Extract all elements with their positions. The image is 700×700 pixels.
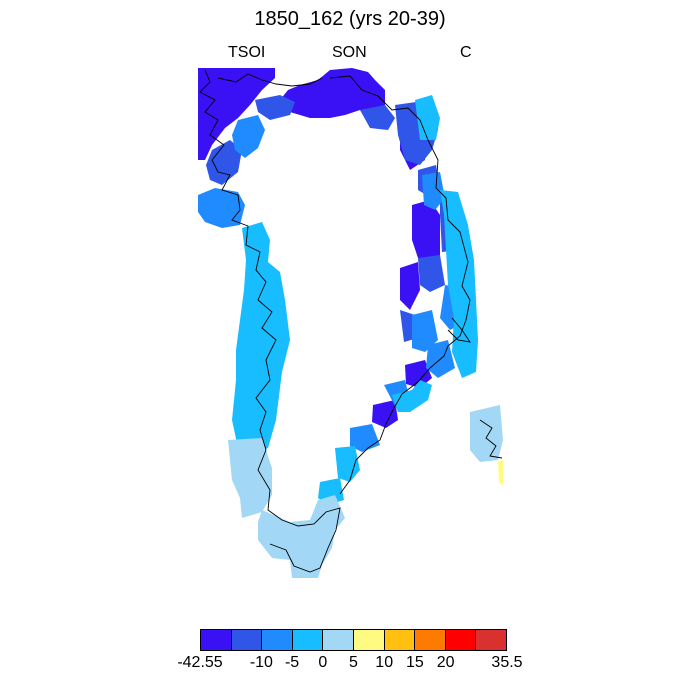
colorbar-tick-label: -5 [284,654,300,671]
units-label: C [460,44,472,61]
colorbar-tick-label: 10 [375,654,394,671]
coastline [199,69,503,573]
colorbar-box [231,630,263,650]
colorbar-tick-label: 20 [436,654,455,671]
coastline-north [217,73,323,87]
colorbar [200,629,507,651]
field-cell [405,360,432,388]
field-cell [198,68,275,160]
field-cell [400,262,420,310]
coastline-island [479,419,503,459]
variable-label: TSOI [228,44,266,61]
field-cell [418,255,445,292]
field-cell [206,140,242,185]
season-label: SON [332,44,367,61]
field-cell [258,495,345,578]
field-cell [392,380,432,412]
field-cell [422,172,445,210]
field-cell [372,400,398,428]
colorbar-box [201,630,232,650]
field-yellow-cells [498,460,503,485]
field-cell [335,446,360,482]
colorbar-box [476,630,506,650]
field-cell [415,95,440,140]
colorbar-box [445,630,477,650]
field-cell [232,222,290,455]
field-purple-cells [198,68,440,428]
colorbar-tick-label: 5 [349,654,358,671]
colorbar-box [353,630,385,650]
colorbar-box [323,630,354,650]
colorbar-box [292,630,324,650]
field-cell [280,68,385,118]
field-cell [360,105,395,130]
colorbar-tick-label: -42.55 [177,654,223,671]
field-cell [228,438,272,518]
field-cell [412,200,440,262]
colorbar-box [384,630,416,650]
colorbar-box [415,630,446,650]
colorbar-box [262,630,293,650]
colorbar-tick-label: 35.5 [491,654,523,671]
coastline-west [199,69,341,573]
figure-title: 1850_162 (yrs 20-39) [254,8,446,30]
colorbar-tick-label: -10 [249,654,273,671]
field-cell [498,460,503,485]
colorbar-labels: -42.55 -10 -5 0 5 10 15 20 35.5 [0,654,700,676]
field-lightblue-cells [232,95,478,505]
coastline-fjord [447,317,471,343]
field-cell [470,405,503,462]
field-cell [440,190,478,378]
field-cell [255,95,295,120]
field-cell [412,310,438,352]
colorbar-tick-label: 15 [405,654,424,671]
colorbar-tick-label: 0 [318,654,328,671]
field-cell [232,115,265,158]
coastline-east [329,75,471,495]
